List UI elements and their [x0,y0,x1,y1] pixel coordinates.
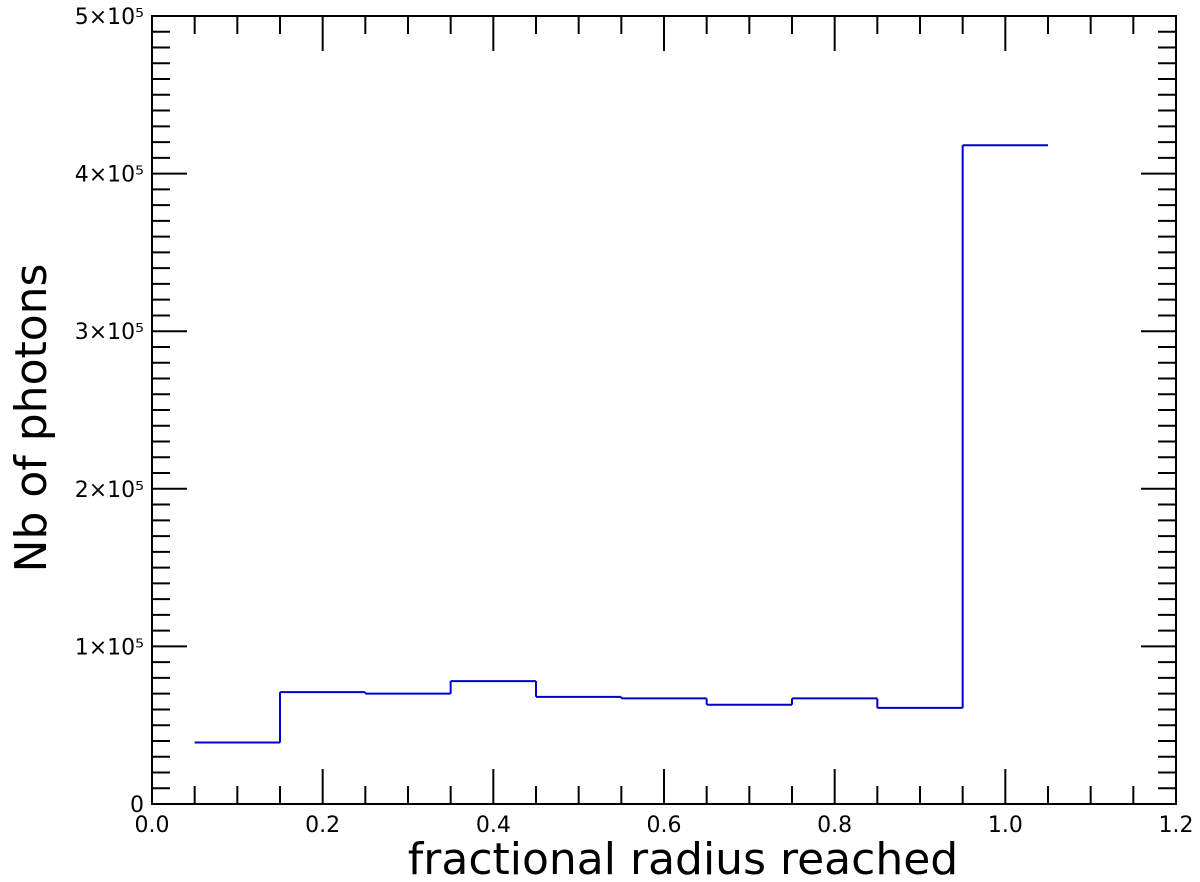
x-tick-label: 1.2 [1159,813,1194,838]
y-tick-label: 0 [130,793,144,818]
y-axis-label: Nb of photons [6,264,57,573]
y-tick-label: 1×10⁵ [75,635,144,660]
x-tick-label: 0.0 [135,813,170,838]
x-tick-label: 1.0 [988,813,1023,838]
plot-frame [151,15,1177,805]
y-tick-label: 2×10⁵ [75,478,144,503]
x-tick-label: 0.8 [817,813,852,838]
y-tick-label: 3×10⁵ [75,320,144,345]
x-tick-label: 0.6 [647,813,682,838]
x-tick-label: 0.4 [476,813,511,838]
x-tick-label: 0.2 [305,813,340,838]
y-tick-label: 4×10⁵ [75,163,144,188]
x-axis-label: fractional radius reached [408,834,958,882]
y-tick-label: 5×10⁵ [75,5,144,30]
